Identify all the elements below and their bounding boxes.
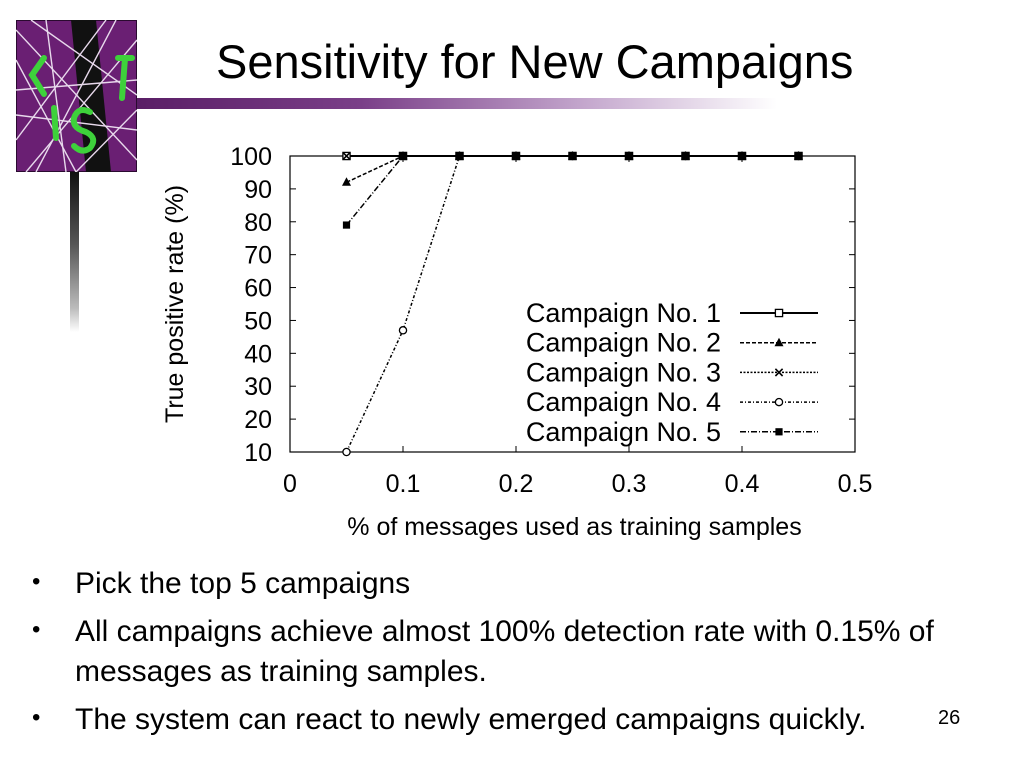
data-point bbox=[342, 221, 351, 229]
legend-label: Campaign No. 5 bbox=[526, 417, 721, 447]
data-point bbox=[774, 368, 784, 377]
y-tick-label: 40 bbox=[244, 340, 272, 368]
slide-title: Sensitivity for New Campaigns bbox=[216, 35, 854, 88]
data-point bbox=[342, 447, 351, 457]
y-tick-label: 80 bbox=[244, 209, 272, 237]
plot-frame bbox=[289, 155, 856, 453]
data-point bbox=[738, 152, 746, 160]
data-point bbox=[398, 326, 408, 335]
y-tick-label: 50 bbox=[244, 307, 272, 335]
y-tick-label: 10 bbox=[244, 439, 272, 467]
data-point bbox=[342, 151, 351, 161]
data-point bbox=[625, 152, 633, 160]
clist-logo bbox=[15, 19, 138, 173]
legend-label: Campaign No. 4 bbox=[526, 387, 721, 417]
x-tick-label: 0.3 bbox=[612, 470, 647, 498]
y-axis-label: True positive rate (%) bbox=[161, 185, 189, 423]
y-tick-label: 30 bbox=[244, 373, 272, 401]
data-point bbox=[681, 152, 690, 160]
data-point bbox=[512, 152, 520, 160]
bullet-list: • Pick the top 5 campaigns • All campaig… bbox=[0, 562, 1024, 768]
data-point bbox=[774, 397, 784, 407]
legend-label: Campaign No. 1 bbox=[526, 298, 721, 328]
y-tick-label: 20 bbox=[244, 406, 272, 434]
x-tick-label: 0 bbox=[283, 470, 297, 498]
legend-label: Campaign No. 3 bbox=[526, 357, 721, 387]
x-axis-label: % of messages used as training samples bbox=[347, 513, 801, 541]
data-point bbox=[775, 428, 783, 436]
data-point bbox=[342, 177, 351, 186]
y-tick-label: 100 bbox=[230, 143, 272, 171]
x-tick-label: 0.1 bbox=[386, 470, 421, 498]
data-point bbox=[774, 308, 784, 318]
legend-label: Campaign No. 2 bbox=[526, 328, 721, 358]
bullet-dot: • bbox=[32, 568, 41, 595]
bullet-dot: • bbox=[32, 704, 41, 731]
bullet-text: Pick the top 5 campaigns bbox=[75, 567, 411, 600]
data-point bbox=[774, 337, 784, 347]
y-tick-label: 60 bbox=[244, 275, 272, 303]
left-accent-bar bbox=[70, 172, 79, 332]
data-point bbox=[455, 152, 464, 160]
x-tick-label: 0.5 bbox=[838, 470, 873, 498]
page-number: 26 bbox=[938, 707, 961, 729]
title-underline-bar bbox=[137, 98, 777, 109]
bullet-dot: • bbox=[32, 616, 41, 643]
data-point bbox=[568, 152, 577, 160]
y-tick-label: 70 bbox=[244, 242, 272, 270]
x-tick-label: 0.2 bbox=[499, 470, 534, 498]
bullet-text: The system can react to newly emerged ca… bbox=[75, 703, 867, 736]
chart-container: 100 90 80 70 60 50 40 30 20 10 0 0.1 0.2 0.3 0.4 0.5% o… bbox=[148, 140, 888, 552]
bullet-text: All campaigns achieve almost 100% detect… bbox=[75, 615, 934, 688]
data-point bbox=[794, 152, 803, 160]
data-point bbox=[399, 152, 407, 160]
y-tick-label: 90 bbox=[244, 176, 272, 204]
x-tick-label: 0.4 bbox=[725, 470, 760, 498]
